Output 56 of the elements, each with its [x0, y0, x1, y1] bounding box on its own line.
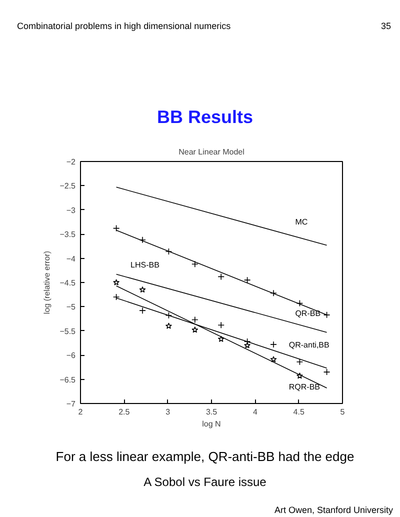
point [113, 279, 120, 286]
point [165, 312, 172, 319]
point [270, 341, 277, 348]
x-tick-label: 2 [78, 408, 84, 416]
y-tick-label: −3.5 [60, 230, 76, 240]
y-tick-label: −2 [66, 158, 76, 166]
x-tick-label: 5 [340, 408, 346, 416]
y-tick-label: −5 [66, 302, 76, 312]
point [139, 236, 146, 244]
y-tick-label: −6 [66, 351, 76, 360]
text: A Sobol vs Faure issue [142, 474, 268, 491]
y-tick-label: −6.5 [60, 375, 76, 384]
y-tick-label: −4.5 [60, 278, 76, 288]
point [270, 356, 277, 362]
text: BB Results [156, 106, 254, 129]
point [296, 300, 304, 307]
point [244, 276, 251, 284]
point [165, 322, 172, 329]
x-tick-label: 3.5 [206, 408, 218, 416]
point [192, 260, 198, 268]
chart-title: Near Linear Model [178, 148, 245, 156]
x-tick-label: 2.5 [118, 408, 130, 416]
series-label: RQR-BB [288, 382, 320, 392]
point [139, 286, 146, 293]
x-tick-label: 4.5 [293, 408, 305, 416]
point [218, 273, 225, 280]
text: Combinatorial problems in high dimensional numerics [17, 20, 231, 33]
point [323, 312, 330, 318]
series-label: MC [295, 218, 308, 227]
point [218, 336, 224, 342]
series-label: QR-anti,BB [288, 340, 330, 350]
y-tick-label: −2.5 [60, 182, 76, 191]
y-axis-title: log (relative error) [42, 250, 52, 314]
y-tick-label: −7 [66, 400, 76, 408]
series-label: LHS-BB [130, 260, 160, 270]
x-tick-label: 3 [166, 408, 171, 416]
point [244, 342, 251, 348]
y-tick-label: −5.5 [60, 326, 76, 336]
point [296, 372, 303, 379]
text: Art Owen, Stanford University [274, 504, 393, 517]
y-tick-label: −3 [66, 206, 76, 215]
point [323, 368, 330, 376]
point [165, 248, 172, 255]
point [218, 322, 225, 328]
point [244, 338, 251, 345]
series-label: QR-BB [295, 309, 321, 318]
point [192, 316, 198, 324]
x-axis-title: log N [202, 420, 222, 428]
x-tick-label: 4 [252, 408, 258, 416]
point [296, 358, 304, 366]
point [139, 307, 146, 314]
text: 35 [380, 20, 391, 33]
point [270, 290, 277, 297]
y-tick-label: −4 [66, 254, 76, 264]
point [192, 326, 198, 333]
text: For a less linear example, QR-anti-BB had the edge [54, 448, 356, 466]
